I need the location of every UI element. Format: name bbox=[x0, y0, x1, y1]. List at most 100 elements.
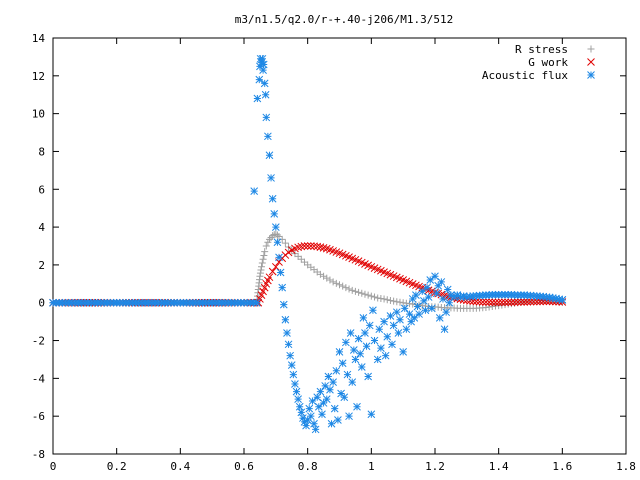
data-point bbox=[291, 380, 299, 388]
data-point bbox=[349, 346, 358, 354]
data-point bbox=[504, 298, 513, 307]
data-point bbox=[260, 251, 268, 259]
plot-border bbox=[52, 37, 627, 455]
data-point bbox=[353, 402, 361, 411]
data-point bbox=[439, 295, 447, 303]
x-tick-label: 1 bbox=[368, 460, 375, 473]
data-point bbox=[371, 293, 379, 301]
y-tick-label: 10 bbox=[32, 108, 45, 121]
data-point bbox=[279, 300, 288, 309]
data-point bbox=[420, 296, 428, 305]
data-point bbox=[345, 412, 353, 421]
data-point bbox=[271, 223, 280, 231]
data-point bbox=[273, 231, 281, 239]
data-point bbox=[267, 174, 275, 182]
data-point bbox=[380, 295, 388, 303]
data-point bbox=[380, 317, 388, 326]
data-point bbox=[394, 329, 403, 337]
data-point bbox=[369, 306, 377, 315]
data-point bbox=[459, 292, 468, 300]
data-point bbox=[450, 293, 458, 301]
data-point bbox=[270, 210, 279, 218]
x-axis-ticks: 0 0.2 0.4 0.6 0.8 1 1.2 1.4 1.6 1.8 bbox=[50, 38, 636, 473]
data-point bbox=[308, 397, 317, 405]
data-point bbox=[332, 366, 341, 375]
data-point bbox=[523, 298, 532, 306]
data-point bbox=[256, 272, 264, 280]
data-point bbox=[431, 272, 439, 281]
data-point bbox=[510, 298, 519, 307]
data-point bbox=[355, 288, 363, 296]
data-point bbox=[327, 419, 336, 428]
data-point bbox=[311, 425, 320, 434]
data-point bbox=[442, 308, 450, 317]
data-point bbox=[295, 402, 304, 411]
plot-frame bbox=[52, 37, 627, 455]
data-point bbox=[300, 258, 308, 266]
data-point bbox=[367, 410, 376, 419]
data-point bbox=[321, 382, 330, 390]
data-point bbox=[281, 315, 290, 324]
data-point bbox=[303, 242, 312, 250]
data-point bbox=[354, 334, 363, 343]
data-point bbox=[326, 276, 334, 284]
data-point bbox=[348, 378, 357, 386]
y-tick-label: -4 bbox=[32, 372, 46, 385]
x-tick-label: 0.4 bbox=[170, 460, 190, 473]
data-point bbox=[258, 54, 267, 63]
data-point bbox=[367, 292, 375, 300]
data-point bbox=[310, 419, 318, 428]
data-point bbox=[297, 242, 306, 251]
data-point bbox=[335, 348, 344, 356]
legend-marker bbox=[587, 71, 595, 79]
data-point bbox=[386, 296, 394, 304]
data-point bbox=[276, 268, 285, 277]
y-tick-label: 0 bbox=[38, 297, 45, 310]
data-point bbox=[415, 310, 423, 318]
y-tick-label: -8 bbox=[32, 448, 45, 461]
data-point bbox=[410, 314, 419, 322]
data-point bbox=[297, 408, 306, 417]
data-point bbox=[373, 355, 382, 364]
data-point bbox=[361, 290, 369, 298]
data-point bbox=[555, 295, 564, 304]
data-point bbox=[529, 297, 538, 306]
data-point bbox=[258, 263, 266, 271]
data-point bbox=[445, 298, 454, 307]
data-point bbox=[320, 272, 328, 280]
y-tick-label: -6 bbox=[32, 410, 45, 423]
data-point bbox=[256, 269, 264, 277]
data-point bbox=[348, 286, 356, 294]
data-point bbox=[259, 60, 268, 69]
data-point bbox=[517, 298, 525, 306]
x-tick-label: 1.2 bbox=[425, 460, 445, 473]
data-point bbox=[302, 421, 310, 430]
data-point bbox=[351, 355, 360, 364]
data-point bbox=[491, 298, 500, 307]
data-point bbox=[405, 310, 414, 318]
data-point bbox=[443, 285, 452, 294]
data-point bbox=[287, 361, 296, 369]
data-point bbox=[286, 351, 295, 360]
data-point bbox=[306, 412, 315, 421]
data-point bbox=[294, 252, 302, 260]
y-tick-label: 2 bbox=[38, 259, 45, 272]
data-point bbox=[255, 75, 264, 84]
data-point bbox=[501, 298, 509, 307]
data-point bbox=[357, 363, 366, 371]
legend-label: Acoustic flux bbox=[482, 69, 568, 82]
data-point bbox=[427, 304, 436, 313]
data-point bbox=[265, 151, 274, 160]
data-point bbox=[390, 297, 398, 305]
data-point bbox=[435, 314, 444, 322]
data-point bbox=[342, 284, 350, 292]
data-point bbox=[440, 325, 449, 334]
data-point bbox=[472, 297, 481, 306]
data-point bbox=[339, 282, 347, 290]
x-tick-label: 1.8 bbox=[616, 460, 636, 473]
x-tick-label: 0.6 bbox=[234, 460, 254, 473]
data-point bbox=[533, 297, 541, 306]
data-point bbox=[359, 314, 368, 322]
